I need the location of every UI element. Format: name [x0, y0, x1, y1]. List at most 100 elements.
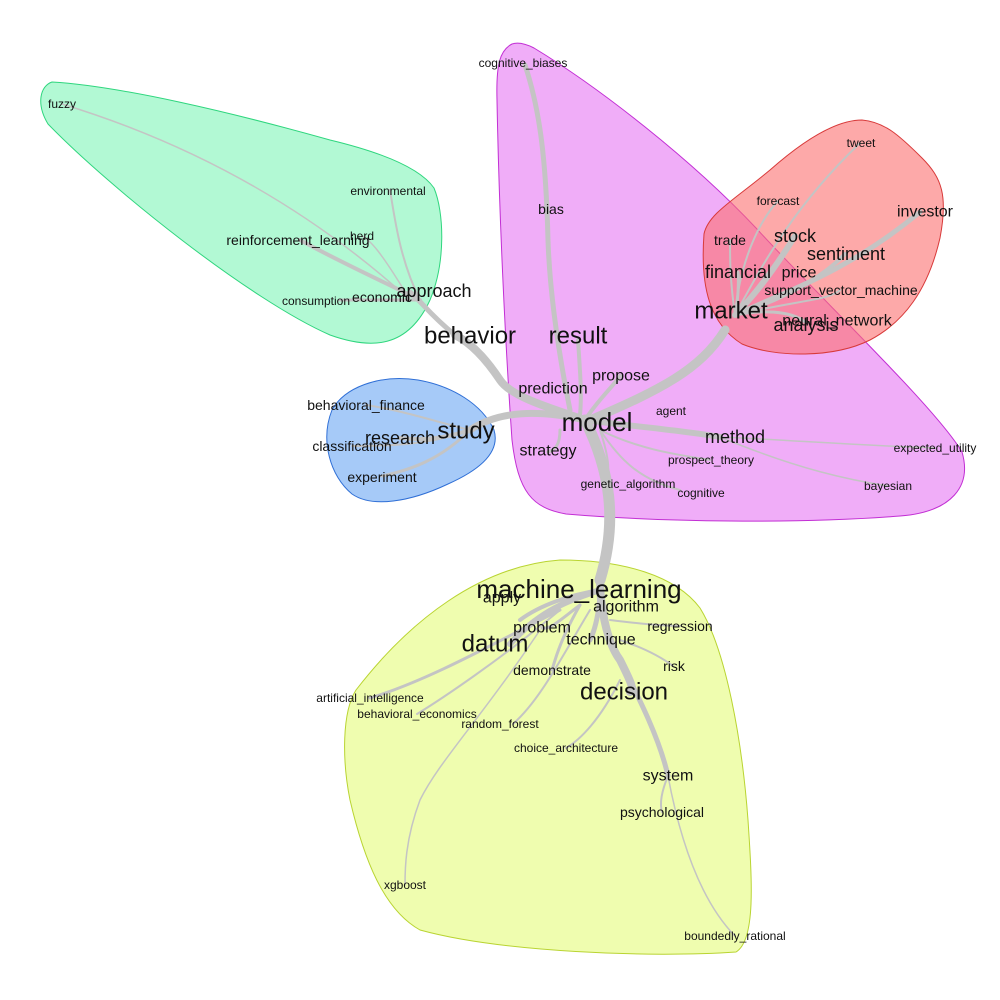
edge — [512, 609, 591, 725]
node-trade: trade — [714, 232, 746, 248]
edge — [565, 679, 621, 749]
edge — [719, 436, 936, 449]
edge — [368, 608, 562, 700]
node-machine-learning: machine_learning — [476, 574, 681, 604]
edge — [583, 374, 622, 422]
node-expected-utility: expected_utility — [894, 441, 977, 455]
node-xgboost: xgboost — [384, 878, 427, 892]
node-fuzzy: fuzzy — [48, 97, 76, 111]
edge — [380, 428, 472, 478]
node-behavioral-economics: behavioral_economics — [357, 707, 476, 721]
node-choice-architecture: choice_architecture — [514, 741, 618, 755]
node-financial: financial — [705, 262, 771, 282]
edge — [667, 775, 736, 937]
edge — [599, 429, 610, 486]
node-experiment: experiment — [347, 469, 416, 485]
node-decision: decision — [580, 679, 668, 706]
edge — [61, 103, 411, 301]
node-market: market — [694, 298, 768, 325]
edge — [734, 200, 779, 316]
cluster-behavior — [40, 81, 443, 344]
node-regression: regression — [647, 618, 712, 634]
cluster-market — [702, 119, 944, 355]
node-strategy: strategy — [520, 443, 577, 460]
node-research: research — [365, 428, 435, 448]
node-approach: approach — [396, 281, 471, 301]
node-cognitive-biases: cognitive_biases — [479, 56, 568, 70]
node-environmental: environmental — [350, 184, 425, 198]
edge — [365, 404, 471, 431]
edge — [466, 409, 589, 434]
node-price: price — [782, 265, 817, 282]
edge — [587, 587, 603, 643]
node-method: method — [705, 427, 765, 447]
node-tweet: tweet — [847, 136, 876, 150]
node-propose: propose — [592, 368, 650, 385]
node-economic: economic — [352, 289, 412, 305]
node-genetic-algorithm: genetic_algorithm — [581, 477, 676, 491]
node-random-forest: random_forest — [461, 717, 539, 731]
edge — [585, 325, 730, 425]
edge — [404, 629, 541, 886]
edge — [576, 338, 583, 417]
cluster-machine-learning — [344, 559, 752, 955]
node-herd: herd — [350, 229, 374, 243]
node-behavior: behavior — [424, 323, 516, 350]
edge — [361, 235, 411, 301]
node-boundedly-rational: boundedly_rational — [684, 929, 785, 943]
node-neural-network: neural_network — [782, 313, 892, 330]
node-study: study — [437, 418, 494, 445]
edge — [579, 414, 616, 586]
node-result: result — [549, 323, 608, 350]
edge — [550, 603, 582, 672]
node-sentiment: sentiment — [807, 244, 885, 264]
edge — [599, 429, 681, 491]
edge — [734, 289, 841, 316]
node-risk: risk — [663, 658, 686, 674]
node-forecast: forecast — [757, 194, 800, 208]
node-bayesian: bayesian — [864, 479, 912, 493]
node-prediction: prediction — [518, 381, 587, 398]
edge — [719, 436, 889, 487]
edge — [734, 142, 861, 316]
node-support-vector-machine: support_vector_machine — [764, 282, 918, 298]
node-behavioral-finance: behavioral_finance — [307, 397, 425, 413]
edge — [582, 417, 723, 440]
node-model: model — [562, 407, 633, 437]
node-labels: fuzzy environmental herd reinforcement_l… — [48, 56, 976, 943]
node-apply: apply — [483, 590, 521, 607]
node-problem: problem — [513, 620, 571, 637]
node-prospect-theory: prospect_theory — [668, 453, 754, 467]
edge — [389, 189, 421, 301]
edge — [617, 657, 671, 779]
edge — [619, 639, 674, 667]
edge — [518, 588, 602, 622]
node-classification: classification — [312, 438, 391, 454]
edge — [451, 331, 589, 424]
node-stock: stock — [774, 226, 817, 246]
node-consumption: consumption — [282, 294, 350, 308]
edge — [599, 429, 711, 461]
edge — [546, 428, 562, 454]
node-investor: investor — [897, 204, 954, 221]
node-analysis: analysis — [773, 315, 838, 335]
node-system: system — [643, 768, 694, 785]
edge — [732, 233, 798, 318]
node-artificial-intelligence: artificial_intelligence — [316, 691, 424, 705]
edge — [733, 252, 847, 317]
edge — [540, 603, 582, 630]
edge — [609, 619, 681, 627]
node-bias: bias — [538, 201, 564, 217]
node-cognitive: cognitive — [677, 486, 725, 500]
node-reinforcement-learning: reinforcement_learning — [226, 232, 369, 248]
node-technique: technique — [566, 632, 635, 649]
node-psychological: psychological — [620, 804, 704, 820]
edge — [729, 239, 736, 316]
edge — [416, 609, 561, 715]
edge — [351, 429, 471, 447]
node-algorithm: algorithm — [593, 599, 659, 616]
node-datum: datum — [462, 631, 529, 658]
node-agent: agent — [656, 404, 687, 418]
